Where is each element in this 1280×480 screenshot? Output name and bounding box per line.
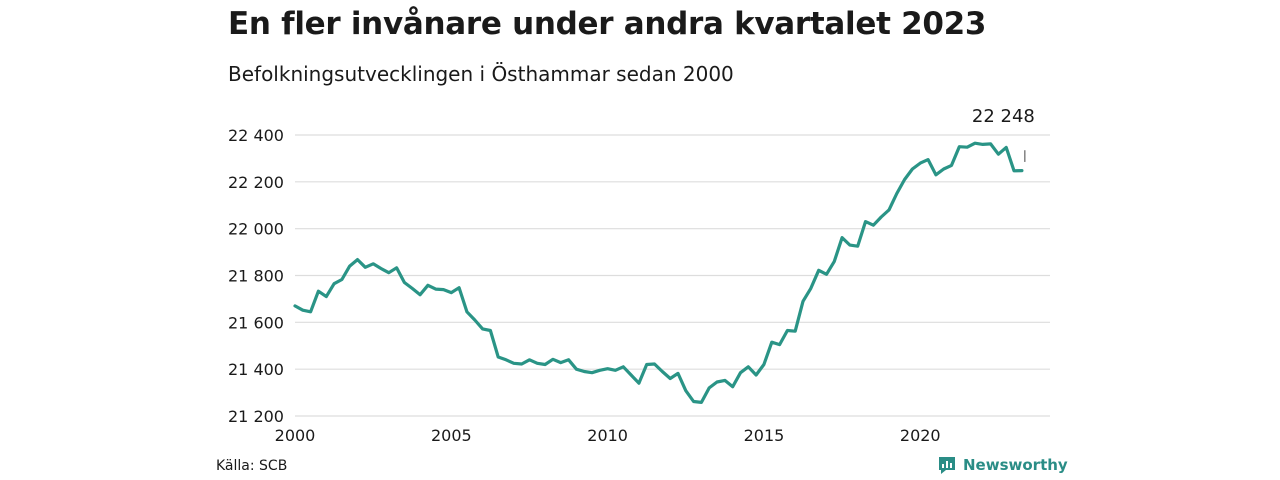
x-tick-label: 2010 [587,426,628,445]
x-tick-label: 2015 [744,426,785,445]
brand-logo[interactable]: Newsworthy [937,455,1068,475]
x-tick-label: 2005 [431,426,472,445]
chart-title: En fler invånare under andra kvartalet 2… [228,6,987,42]
chart-subtitle: Befolkningsutvecklingen i Östhammar seda… [228,62,734,86]
brand-label: Newsworthy [963,456,1068,474]
y-tick-label: 21 200 [228,407,284,426]
y-axis-ticks: 21 200 21 400 21 600 21 800 22 000 22 200 22 4… [228,126,284,426]
y-tick-label: 22 400 [228,126,284,145]
y-tick-label: 21 400 [228,360,284,379]
annotation: 22 248 [972,106,1035,162]
source-note: Källa: SCB [216,458,288,474]
x-tick-label: 2020 [900,426,941,445]
series-line [293,141,1024,404]
y-tick-label: 21 600 [228,313,284,332]
gridlines [295,134,1050,417]
annotation-label: 22 248 [972,106,1035,127]
series [293,141,1024,404]
x-tick-label: 2000 [275,426,316,445]
chart-bubble-icon [939,457,955,474]
x-axis-ticks: 2000 2005 2010 2015 2020 [275,426,941,445]
y-tick-label: 21 800 [228,267,284,286]
y-tick-label: 22 200 [228,173,284,192]
y-tick-label: 22 000 [228,220,284,239]
